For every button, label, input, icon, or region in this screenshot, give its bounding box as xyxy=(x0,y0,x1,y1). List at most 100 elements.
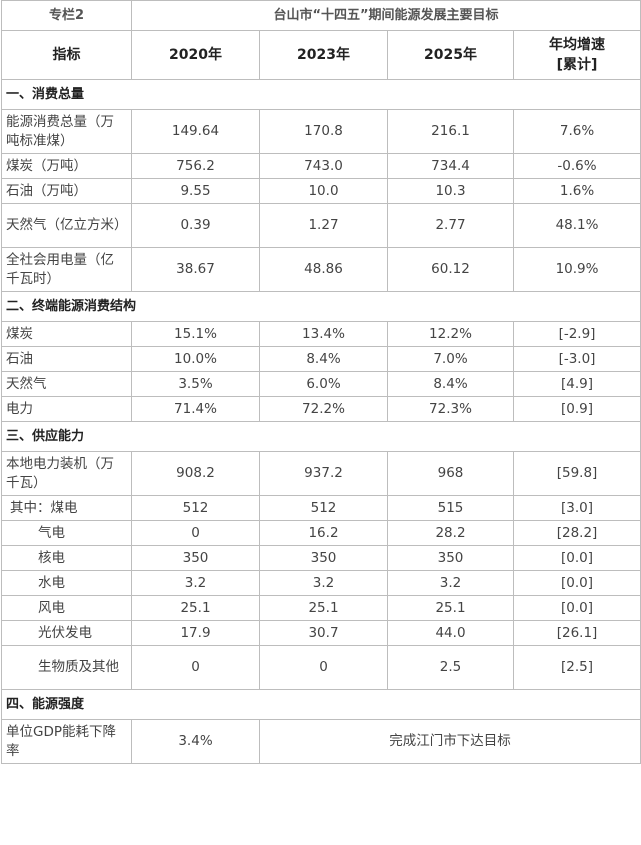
section-title: 二、终端能源消费结构 xyxy=(0,291,641,322)
table-row: 天然气 3.5% 6.0% 8.4% [4.9] xyxy=(1,371,641,397)
table-row: 其中：煤电 512 512 515 [3.0] xyxy=(1,495,641,521)
table-row: 煤炭（万吨） 756.2 743.0 734.4 -0.6% xyxy=(1,153,641,179)
value-2023: 13.4% xyxy=(259,321,388,347)
value-2020: 512 xyxy=(131,495,260,521)
row-label: 煤炭 xyxy=(1,321,132,347)
table-row: 电力 71.4% 72.2% 72.3% [0.9] xyxy=(1,396,641,422)
value-2025: 968 xyxy=(387,451,514,496)
value-2023: 16.2 xyxy=(259,520,388,546)
value-2025: 515 xyxy=(387,495,514,521)
value-2023: 743.0 xyxy=(259,153,388,179)
value-2020: 17.9 xyxy=(131,620,260,646)
row-label: 风电 xyxy=(1,595,132,621)
value-2025: 28.2 xyxy=(387,520,514,546)
value-2025: 44.0 xyxy=(387,620,514,646)
table-row: 能源消费总量（万吨标准煤） 149.64 170.8 216.1 7.6% xyxy=(1,109,641,154)
table-row: 全社会用电量（亿千瓦时） 38.67 48.86 60.12 10.9% xyxy=(1,247,641,292)
energy-targets-table: 专栏2 台山市“十四五”期间能源发展主要目标 指标 2020年 2023年 20… xyxy=(0,0,641,764)
col-header-growth: 年均增速 [累计] xyxy=(512,30,641,80)
row-label: 石油 xyxy=(1,346,132,372)
value-2020: 9.55 xyxy=(131,178,260,204)
table-row: 本地电力装机（万千瓦） 908.2 937.2 968 [59.8] xyxy=(1,451,641,496)
section-row: 四、能源强度 xyxy=(0,689,641,720)
table-row: 光伏发电 17.9 30.7 44.0 [26.1] xyxy=(1,620,641,646)
value-2020: 38.67 xyxy=(131,247,260,292)
value-growth: 48.1% xyxy=(512,203,641,248)
value-growth: [2.5] xyxy=(512,645,641,690)
value-2023: 937.2 xyxy=(259,451,388,496)
value-2020: 3.5% xyxy=(131,371,260,397)
box-label: 专栏2 xyxy=(1,0,132,31)
row-label: 生物质及其他 xyxy=(1,645,132,690)
table-row: 石油 10.0% 8.4% 7.0% [-3.0] xyxy=(1,346,641,372)
value-2023: 6.0% xyxy=(259,371,388,397)
row-label: 核电 xyxy=(1,545,132,571)
value-2023: 3.2 xyxy=(259,570,388,596)
row-label: 石油（万吨） xyxy=(1,178,132,204)
row-label: 天然气 xyxy=(1,371,132,397)
row-label: 电力 xyxy=(1,396,132,422)
table-row: 风电 25.1 25.1 25.1 [0.0] xyxy=(1,595,641,621)
value-2020: 908.2 xyxy=(131,451,260,496)
table-row: 单位GDP能耗下降率 3.4% 完成江门市下达目标 xyxy=(1,719,641,764)
value-2025: 25.1 xyxy=(387,595,514,621)
value-growth: -0.6% xyxy=(512,153,641,179)
value-2023: 48.86 xyxy=(259,247,388,292)
value-2023: 10.0 xyxy=(259,178,388,204)
section-title: 一、消费总量 xyxy=(0,79,641,110)
value-2020: 0 xyxy=(131,645,260,690)
value-2023: 512 xyxy=(259,495,388,521)
value-growth: [59.8] xyxy=(512,451,641,496)
value-2023: 1.27 xyxy=(259,203,388,248)
value-2025: 216.1 xyxy=(387,109,514,154)
value-2023: 72.2% xyxy=(259,396,388,422)
row-label: 本地电力装机（万千瓦） xyxy=(1,451,132,496)
value-growth: [4.9] xyxy=(512,371,641,397)
merged-target-note: 完成江门市下达目标 xyxy=(258,719,641,764)
section-title: 四、能源强度 xyxy=(0,689,641,720)
value-2020: 3.2 xyxy=(131,570,260,596)
value-2025: 60.12 xyxy=(387,247,514,292)
section-row: 二、终端能源消费结构 xyxy=(0,291,641,322)
value-growth: [0.0] xyxy=(512,545,641,571)
value-2020: 149.64 xyxy=(131,109,260,154)
value-2025: 3.2 xyxy=(387,570,514,596)
value-2020: 3.4% xyxy=(131,719,260,764)
table-row: 核电 350 350 350 [0.0] xyxy=(1,545,641,571)
value-2023: 350 xyxy=(259,545,388,571)
value-2023: 170.8 xyxy=(259,109,388,154)
table-row: 气电 0 16.2 28.2 [28.2] xyxy=(1,520,641,546)
value-2020: 10.0% xyxy=(131,346,260,372)
value-growth: 7.6% xyxy=(512,109,641,154)
row-label: 煤炭（万吨） xyxy=(1,153,132,179)
col-header-2023: 2023年 xyxy=(259,30,388,80)
section-title: 三、供应能力 xyxy=(0,421,641,452)
value-2023: 30.7 xyxy=(259,620,388,646)
value-2025: 734.4 xyxy=(387,153,514,179)
value-growth: [26.1] xyxy=(512,620,641,646)
table-row: 石油（万吨） 9.55 10.0 10.3 1.6% xyxy=(1,178,641,204)
value-2020: 25.1 xyxy=(131,595,260,621)
value-growth: [3.0] xyxy=(512,495,641,521)
value-growth: 10.9% xyxy=(512,247,641,292)
value-growth: [28.2] xyxy=(512,520,641,546)
value-2025: 10.3 xyxy=(387,178,514,204)
value-growth: [-2.9] xyxy=(512,321,641,347)
row-label: 其中：煤电 xyxy=(1,495,132,521)
value-2025: 72.3% xyxy=(387,396,514,422)
value-2023: 25.1 xyxy=(259,595,388,621)
value-2020: 0 xyxy=(131,520,260,546)
row-label: 气电 xyxy=(1,520,132,546)
row-label: 光伏发电 xyxy=(1,620,132,646)
value-2025: 8.4% xyxy=(387,371,514,397)
value-2023: 8.4% xyxy=(259,346,388,372)
value-2025: 2.77 xyxy=(387,203,514,248)
table-banner-row: 专栏2 台山市“十四五”期间能源发展主要目标 xyxy=(1,0,641,31)
value-2020: 756.2 xyxy=(131,153,260,179)
value-growth: [-3.0] xyxy=(512,346,641,372)
value-2020: 0.39 xyxy=(131,203,260,248)
value-growth: 1.6% xyxy=(512,178,641,204)
column-header-row: 指标 2020年 2023年 2025年 年均增速 [累计] xyxy=(1,30,641,80)
table-row: 天然气（亿立方米） 0.39 1.27 2.77 48.1% xyxy=(1,203,641,248)
section-row: 三、供应能力 xyxy=(0,421,641,452)
